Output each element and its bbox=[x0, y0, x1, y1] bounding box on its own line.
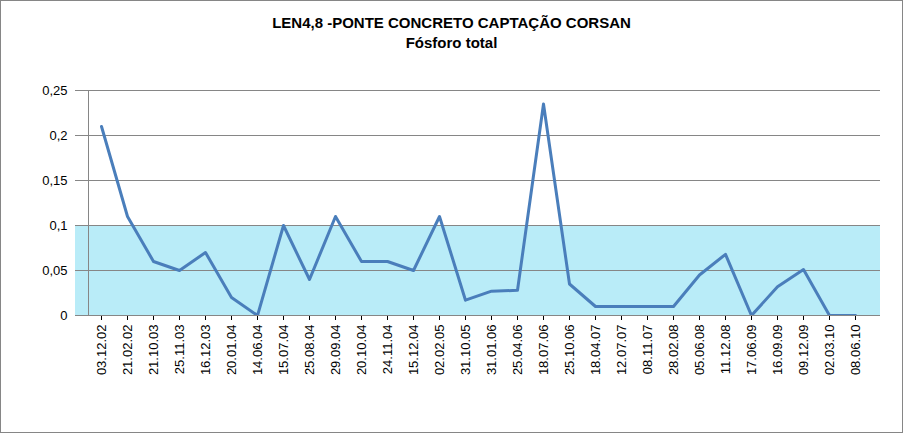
svg-text:20.10.04: 20.10.04 bbox=[354, 325, 369, 376]
svg-text:21.10.03: 21.10.03 bbox=[146, 325, 161, 376]
svg-text:12.07.07: 12.07.07 bbox=[614, 325, 629, 376]
svg-text:0: 0 bbox=[60, 308, 67, 323]
svg-text:0,2: 0,2 bbox=[49, 128, 67, 143]
svg-text:16.09.09: 16.09.09 bbox=[770, 325, 785, 376]
svg-text:25.08.04: 25.08.04 bbox=[302, 325, 317, 376]
svg-text:0,1: 0,1 bbox=[49, 218, 67, 233]
svg-text:21.02.02: 21.02.02 bbox=[120, 325, 135, 376]
html-text:Fósforo total: Fósforo total bbox=[405, 34, 498, 51]
svg-text:24.11.04: 24.11.04 bbox=[380, 325, 395, 375]
svg-text:16.12.03: 16.12.03 bbox=[198, 325, 213, 376]
svg-text:29.09.04: 29.09.04 bbox=[328, 325, 343, 376]
svg-text:31.01.06: 31.01.06 bbox=[484, 325, 499, 376]
svg-text:08.11.07: 08.11.07 bbox=[640, 325, 655, 375]
svg-text:11.12.08: 11.12.08 bbox=[718, 325, 733, 375]
svg-text:18.07.06: 18.07.06 bbox=[536, 325, 551, 376]
html-text:LEN4,8 -PONTE CONCRETO CAPTAÇÃ: LEN4,8 -PONTE CONCRETO CAPTAÇÃO CORSAN bbox=[272, 14, 631, 31]
svg-text:25.04.06: 25.04.06 bbox=[510, 325, 525, 376]
svg-text:15.12.04: 15.12.04 bbox=[406, 325, 421, 376]
svg-text:03.12.02: 03.12.02 bbox=[94, 325, 109, 376]
svg-text:02.03.10: 02.03.10 bbox=[822, 325, 837, 376]
svg-text:25.10.06: 25.10.06 bbox=[562, 325, 577, 376]
svg-text:0,25: 0,25 bbox=[42, 83, 67, 98]
svg-text:17.06.09: 17.06.09 bbox=[744, 325, 759, 376]
svg-text:14.06.04: 14.06.04 bbox=[250, 325, 265, 376]
svg-text:05.06.08: 05.06.08 bbox=[692, 325, 707, 376]
svg-text:25.11.03: 25.11.03 bbox=[172, 325, 187, 375]
svg-text:20.01.04: 20.01.04 bbox=[224, 325, 239, 376]
svg-text:08.06.10: 08.06.10 bbox=[848, 325, 863, 376]
svg-text:0,05: 0,05 bbox=[42, 263, 67, 278]
svg-text:31.10.05: 31.10.05 bbox=[458, 325, 473, 376]
svg-text:28.02.08: 28.02.08 bbox=[666, 325, 681, 376]
svg-text:02.02.05: 02.02.05 bbox=[432, 325, 447, 376]
svg-text:18.04.07: 18.04.07 bbox=[588, 325, 603, 376]
svg-text:09.12.09: 09.12.09 bbox=[796, 325, 811, 376]
svg-text:15.07.04: 15.07.04 bbox=[276, 325, 291, 376]
svg-text:0,15: 0,15 bbox=[42, 173, 67, 188]
